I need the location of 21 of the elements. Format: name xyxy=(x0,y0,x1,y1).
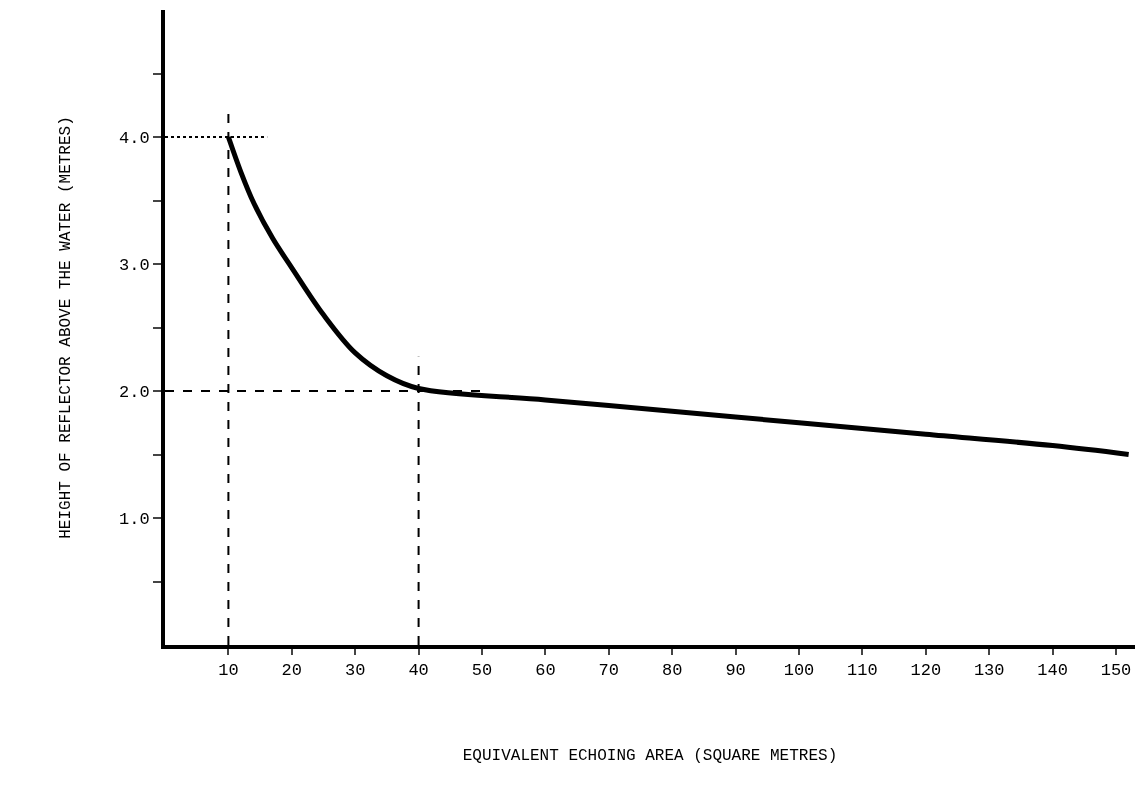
x-tick-label: 30 xyxy=(345,661,366,681)
y-tick-label: 1.0 xyxy=(118,509,150,529)
x-tick-label: 60 xyxy=(535,661,556,681)
x-tick-label: 110 xyxy=(847,661,878,681)
x-tick-label: 120 xyxy=(910,661,942,681)
y-axis-title: HEIGHT OF REFLECTOR ABOVE THE WATER (METRES) xyxy=(57,116,76,539)
y-tick-label: 2.0 xyxy=(118,382,150,402)
x-tick-label: 20 xyxy=(281,661,302,681)
x-tick-label: 100 xyxy=(783,661,815,681)
y-tick-label: 4.0 xyxy=(118,128,150,148)
x-tick-label: 140 xyxy=(1037,661,1068,681)
x-axis-title: EQUIVALENT ECHOING AREA (SQUARE METRES) xyxy=(462,746,838,765)
x-tick-label: 70 xyxy=(598,661,619,681)
x-tick-label: 90 xyxy=(725,661,746,681)
y-tick-label: 3.0 xyxy=(118,255,150,275)
x-tick-label: 40 xyxy=(408,661,429,681)
x-tick-label: 80 xyxy=(661,661,683,681)
x-tick-label: 50 xyxy=(471,661,493,681)
x-tick-label: 10 xyxy=(218,661,239,681)
x-tick-label: 130 xyxy=(973,661,1005,681)
x-tick-label: 150 xyxy=(1100,661,1132,681)
